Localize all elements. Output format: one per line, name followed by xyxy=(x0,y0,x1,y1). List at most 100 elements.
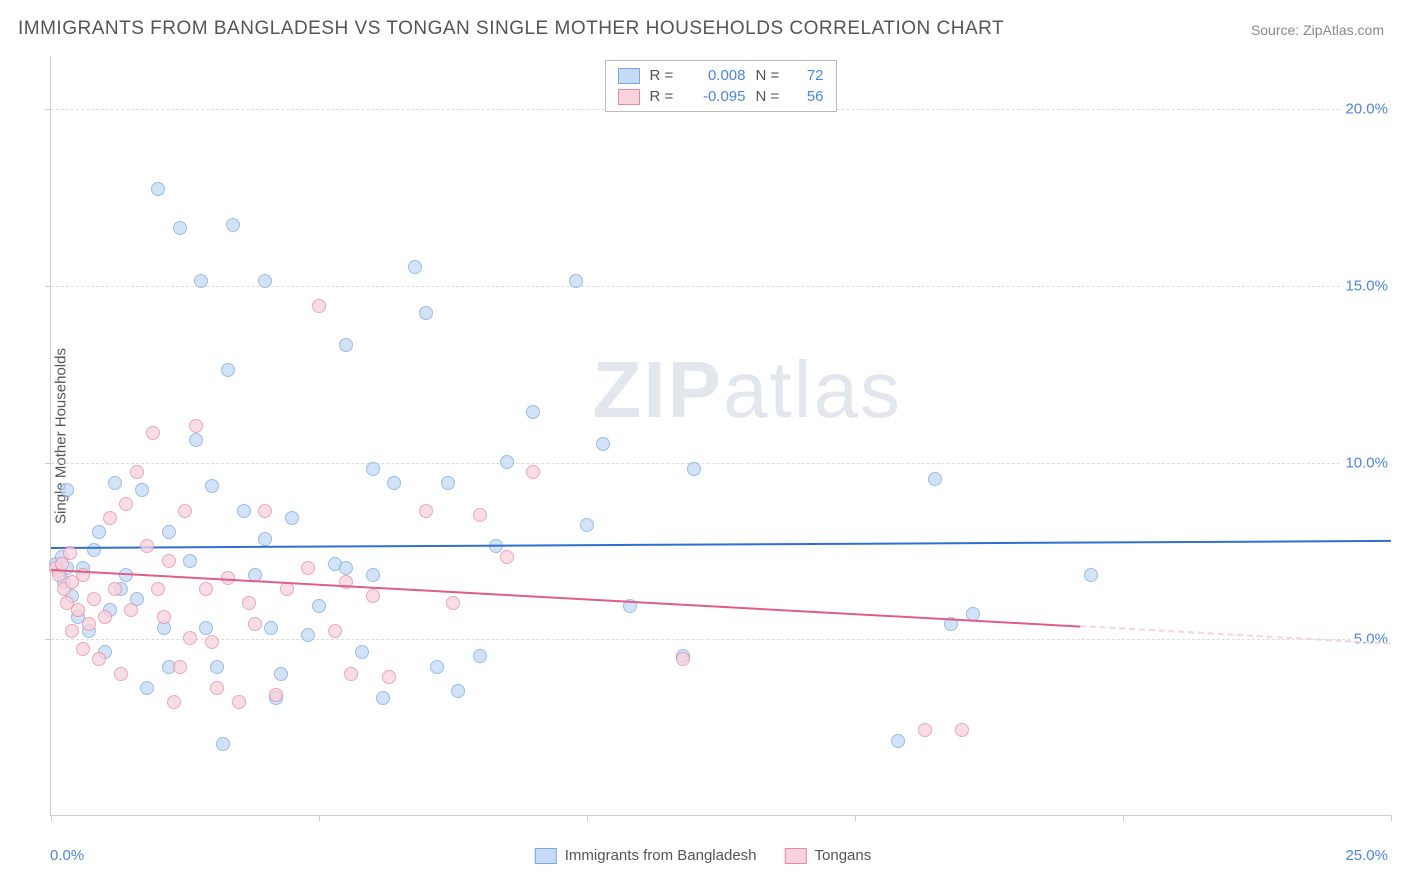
data-point xyxy=(87,543,101,557)
data-point xyxy=(237,504,251,518)
data-point xyxy=(596,437,610,451)
data-point xyxy=(140,539,154,553)
data-point xyxy=(199,582,213,596)
grid-line xyxy=(51,639,1390,640)
data-point xyxy=(194,274,208,288)
data-point xyxy=(183,554,197,568)
watermark-light: atlas xyxy=(723,345,902,434)
data-point xyxy=(451,684,465,698)
legend-stat-row: R =-0.095N =56 xyxy=(618,86,824,107)
watermark-bold: ZIP xyxy=(593,345,723,434)
data-point xyxy=(382,670,396,684)
data-point xyxy=(178,504,192,518)
data-point xyxy=(339,561,353,575)
data-point xyxy=(210,681,224,695)
legend-stat-row: R = 0.008 N = 72 xyxy=(618,65,824,86)
x-tick-mark xyxy=(855,815,856,821)
data-point xyxy=(301,561,315,575)
chart-title: IMMIGRANTS FROM BANGLADESH VS TONGAN SIN… xyxy=(18,18,1004,40)
x-tick-min: 0.0% xyxy=(50,847,84,864)
regression-line xyxy=(51,540,1391,549)
data-point xyxy=(258,274,272,288)
x-tick-mark xyxy=(1123,815,1124,821)
legend-n-value: 72 xyxy=(794,67,824,84)
data-point xyxy=(87,592,101,606)
watermark: ZIPatlas xyxy=(593,344,902,436)
legend-r-value: 0.008 xyxy=(688,67,746,84)
data-point xyxy=(151,182,165,196)
data-point xyxy=(232,695,246,709)
data-point xyxy=(167,695,181,709)
data-point xyxy=(500,550,514,564)
y-tick-label: 20.0% xyxy=(1341,101,1392,118)
data-point xyxy=(1084,568,1098,582)
data-point xyxy=(430,660,444,674)
data-point xyxy=(151,582,165,596)
data-point xyxy=(500,455,514,469)
legend-stats: R =0.008N =72R =-0.095N =56 xyxy=(605,60,837,112)
legend-r-label: R = xyxy=(650,88,678,105)
data-point xyxy=(312,299,326,313)
x-tick-max: 25.0% xyxy=(1345,847,1388,864)
data-point xyxy=(76,642,90,656)
data-point xyxy=(162,525,176,539)
data-point xyxy=(92,652,106,666)
data-point xyxy=(258,532,272,546)
data-point xyxy=(355,645,369,659)
data-point xyxy=(71,603,85,617)
data-point xyxy=(216,737,230,751)
data-point xyxy=(264,621,278,635)
legend-series-item: Tongans xyxy=(785,847,872,864)
data-point xyxy=(269,688,283,702)
data-point xyxy=(205,479,219,493)
data-point xyxy=(366,462,380,476)
data-point xyxy=(210,660,224,674)
data-point xyxy=(891,734,905,748)
legend-series-label: Tongans xyxy=(815,847,872,864)
x-tick-mark xyxy=(51,815,52,821)
y-tick-mark xyxy=(45,109,51,110)
legend-series-label: Immigrants from Bangladesh xyxy=(565,847,757,864)
legend-r-value: -0.095 xyxy=(688,88,746,105)
data-point xyxy=(446,596,460,610)
data-point xyxy=(344,667,358,681)
data-point xyxy=(366,568,380,582)
legend-r-label: R = xyxy=(650,67,678,84)
data-point xyxy=(65,624,79,638)
y-tick-label: 15.0% xyxy=(1341,277,1392,294)
data-point xyxy=(60,483,74,497)
data-point xyxy=(526,405,540,419)
data-point xyxy=(526,465,540,479)
data-point xyxy=(189,433,203,447)
data-point xyxy=(580,518,594,532)
legend-series: Immigrants from Bangladesh Tongans xyxy=(535,847,871,864)
data-point xyxy=(82,617,96,631)
regression-line xyxy=(51,569,1080,628)
data-point xyxy=(92,525,106,539)
data-point xyxy=(157,610,171,624)
legend-n-label: N = xyxy=(756,67,784,84)
data-point xyxy=(140,681,154,695)
y-tick-mark xyxy=(45,639,51,640)
data-point xyxy=(387,476,401,490)
data-point xyxy=(408,260,422,274)
data-point xyxy=(226,218,240,232)
data-point xyxy=(328,624,342,638)
data-point xyxy=(173,660,187,674)
legend-series-item: Immigrants from Bangladesh xyxy=(535,847,757,864)
data-point xyxy=(173,221,187,235)
data-point xyxy=(146,426,160,440)
data-point xyxy=(183,631,197,645)
data-point xyxy=(687,462,701,476)
data-point xyxy=(928,472,942,486)
grid-line xyxy=(51,286,1390,287)
legend-swatch xyxy=(785,848,807,864)
legend-n-value: 56 xyxy=(794,88,824,105)
data-point xyxy=(221,363,235,377)
regression-extrapolation xyxy=(1080,625,1391,645)
data-point xyxy=(274,667,288,681)
data-point xyxy=(108,476,122,490)
y-tick-label: 10.0% xyxy=(1341,454,1392,471)
data-point xyxy=(258,504,272,518)
data-point xyxy=(242,596,256,610)
